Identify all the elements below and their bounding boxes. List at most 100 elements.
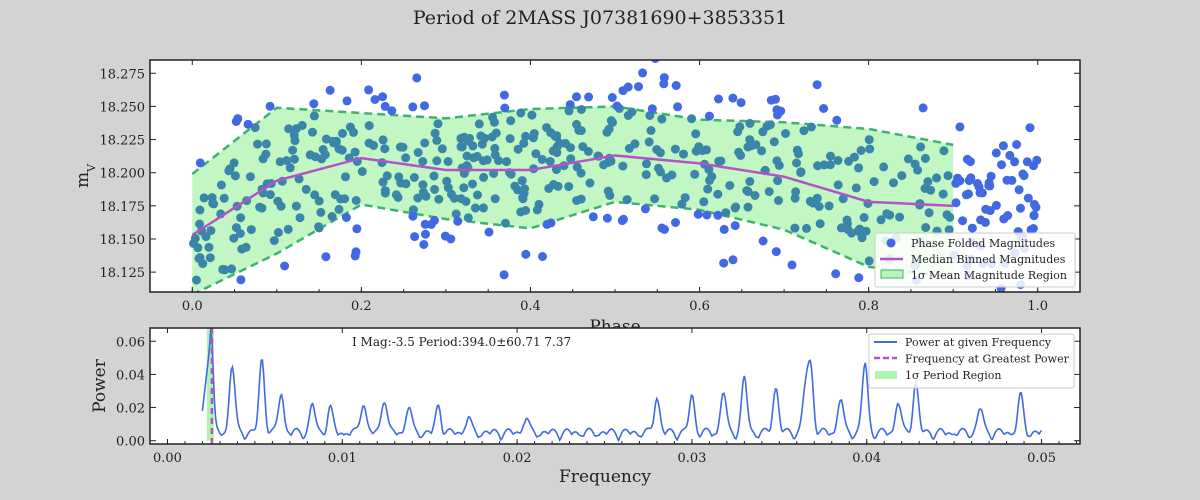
data-point [246, 225, 256, 235]
data-point [967, 223, 977, 233]
legend-label: 1σ Period Region [905, 369, 1001, 382]
data-point [913, 165, 923, 175]
data-point [831, 269, 841, 279]
data-point [671, 81, 681, 90]
data-point [815, 219, 825, 229]
data-point [261, 139, 271, 149]
data-point [518, 194, 528, 204]
data-point [1032, 155, 1042, 165]
data-point [745, 177, 755, 186]
data-point [494, 156, 503, 166]
phase-folded-points [189, 60, 1042, 322]
legend-marker-band [880, 269, 904, 279]
data-point [824, 201, 834, 211]
data-point [321, 252, 331, 262]
data-point [981, 204, 991, 214]
data-point [301, 184, 311, 194]
data-point [413, 148, 423, 157]
data-point [537, 154, 547, 164]
data-point [283, 224, 293, 234]
data-point [618, 86, 628, 96]
data-point [351, 247, 361, 257]
data-point [921, 223, 931, 232]
data-point [790, 223, 800, 233]
data-point [421, 229, 430, 239]
data-point [638, 68, 648, 78]
data-point [490, 143, 500, 153]
data-point [246, 172, 255, 182]
data-point [864, 256, 874, 266]
data-point [758, 236, 768, 246]
data-point [459, 183, 469, 193]
data-point [449, 193, 459, 203]
data-point [673, 102, 683, 112]
power-line [201, 328, 1043, 443]
data-point [309, 99, 319, 109]
data-point [806, 122, 816, 132]
data-point [203, 313, 212, 322]
data-point [378, 177, 388, 187]
data-point [856, 146, 866, 155]
data-point [295, 213, 305, 223]
data-point [608, 118, 617, 127]
data-point [230, 171, 240, 181]
data-point [932, 173, 942, 183]
data-point [280, 261, 290, 271]
y-tick-label: 0.06 [116, 335, 145, 350]
data-point [478, 203, 488, 213]
data-point [364, 138, 374, 148]
data-point [728, 93, 738, 103]
data-point [273, 228, 283, 237]
data-point [944, 225, 954, 235]
legend-label: Frequency at Greatest Power [905, 353, 1070, 366]
data-point [841, 294, 850, 303]
data-point [691, 146, 701, 156]
data-point [544, 184, 554, 193]
data-point [693, 209, 703, 219]
data-point [651, 60, 660, 63]
data-point [534, 199, 544, 209]
data-point [276, 201, 286, 211]
data-point [642, 159, 651, 169]
data-point [918, 103, 928, 113]
x-tick-label: 1.0 [1027, 299, 1048, 314]
data-point [209, 199, 219, 209]
data-point [572, 119, 581, 129]
data-point [876, 215, 886, 225]
y-tick-label: 18.200 [100, 167, 146, 182]
data-point [401, 153, 411, 163]
data-point [1010, 157, 1020, 167]
data-point [453, 216, 463, 226]
data-point [1014, 185, 1024, 195]
data-point [269, 236, 279, 246]
data-point [194, 254, 204, 263]
data-point [895, 212, 905, 222]
data-point [564, 182, 574, 192]
data-point [190, 233, 200, 243]
data-point [838, 194, 848, 204]
data-point [192, 275, 201, 285]
data-point [584, 92, 594, 102]
data-point [997, 160, 1006, 170]
data-point [500, 103, 510, 113]
data-point [289, 154, 299, 164]
data-point [499, 270, 509, 280]
data-point [623, 111, 633, 120]
data-point [364, 85, 374, 95]
data-point [364, 121, 374, 131]
data-point [345, 122, 355, 132]
data-point [206, 226, 216, 236]
data-point [833, 180, 843, 190]
legend-box [874, 232, 1076, 288]
data-point [999, 214, 1009, 224]
data-point [412, 73, 422, 83]
data-point [854, 273, 864, 283]
data-point [351, 196, 361, 205]
data-point [553, 181, 563, 191]
data-point [387, 106, 397, 116]
data-point [1025, 123, 1035, 133]
data-point [751, 140, 761, 150]
data-point [832, 115, 842, 125]
data-point [218, 264, 228, 274]
data-point [519, 138, 529, 148]
